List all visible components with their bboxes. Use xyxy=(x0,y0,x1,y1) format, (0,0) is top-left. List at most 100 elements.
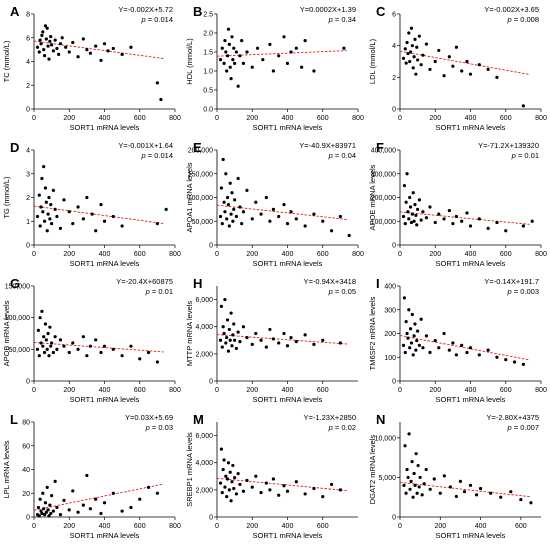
data-point xyxy=(259,338,263,342)
data-point xyxy=(67,50,71,54)
x-tick-label: 800 xyxy=(535,251,547,258)
data-point xyxy=(495,220,499,225)
y-axis-label: SREBP1 mRNA levels xyxy=(185,432,194,507)
data-point xyxy=(415,223,419,227)
data-point xyxy=(271,337,275,341)
x-tick-label: 0 xyxy=(32,523,36,530)
regression-line xyxy=(399,211,530,225)
y-tick-label: 80 xyxy=(22,420,30,427)
data-point xyxy=(224,341,228,345)
data-point xyxy=(111,214,115,219)
data-point xyxy=(37,50,41,54)
data-point xyxy=(94,44,98,48)
data-point xyxy=(416,463,420,468)
data-point xyxy=(437,212,441,216)
y-tick-label: 200 xyxy=(384,331,396,338)
data-point xyxy=(433,220,437,225)
p-value-text: p = 0.003 xyxy=(507,287,540,296)
data-point xyxy=(43,322,48,326)
data-point xyxy=(238,205,242,209)
y-tick-label: 100,000 xyxy=(188,195,213,202)
p-value: = 0.01 xyxy=(516,151,539,160)
data-point xyxy=(407,432,411,436)
x-tick-label: 0 xyxy=(398,523,402,530)
data-point xyxy=(35,214,40,219)
x-tick-label: 800 xyxy=(352,251,364,258)
data-point xyxy=(521,224,525,228)
y-tick-label: 2 xyxy=(392,75,396,82)
data-point xyxy=(45,26,49,30)
y-tick-label: 8 xyxy=(26,12,30,19)
panel-letter: N xyxy=(376,412,385,427)
y-axis-label: APOE mRNA levels xyxy=(368,164,377,230)
data-point xyxy=(45,229,49,233)
data-point xyxy=(55,347,59,351)
data-point xyxy=(67,210,71,214)
data-point xyxy=(234,214,238,219)
p-value: = 0.34 xyxy=(333,15,356,24)
data-point xyxy=(405,40,409,45)
data-point xyxy=(88,507,92,511)
data-point xyxy=(233,338,237,342)
data-point xyxy=(451,341,455,345)
data-point xyxy=(294,217,298,221)
data-point xyxy=(271,69,275,73)
data-point xyxy=(44,200,48,204)
data-point xyxy=(48,217,52,221)
data-point xyxy=(405,172,409,176)
data-point xyxy=(241,489,246,493)
p-symbol: p xyxy=(328,287,333,296)
data-point xyxy=(226,203,231,207)
x-tick-label: 600 xyxy=(500,387,512,394)
data-point xyxy=(454,45,458,49)
panel-n: N 0 5,000 10,000 0 200 400 600 SORT1 mRNA levels… xyxy=(368,412,541,540)
data-point xyxy=(468,224,473,228)
data-point xyxy=(448,485,452,489)
data-point xyxy=(223,210,227,214)
regression-equation: Y=-2.80X+4375 xyxy=(486,413,539,422)
data-point xyxy=(120,224,124,228)
data-point xyxy=(408,195,412,200)
data-point xyxy=(41,30,45,34)
data-point xyxy=(268,488,272,492)
data-point xyxy=(277,54,281,58)
x-tick-label: 400 xyxy=(475,523,487,530)
x-tick-label: 400 xyxy=(465,115,477,122)
p-symbol: p xyxy=(145,423,150,432)
data-point xyxy=(218,214,223,219)
data-point xyxy=(76,205,80,209)
data-point xyxy=(44,37,48,41)
data-point xyxy=(405,331,409,336)
data-point xyxy=(220,345,224,349)
x-axis-label: SORT1 mRNA levels xyxy=(70,395,140,404)
data-point xyxy=(303,224,307,228)
panel-d: D 0 1 2 3 4 0 200 400 600 800 SORT1 mRNA levels TG (… xyxy=(2,140,181,268)
data-point xyxy=(447,55,451,59)
data-point xyxy=(42,507,46,511)
data-point xyxy=(442,74,446,78)
data-point xyxy=(338,341,342,345)
data-point xyxy=(221,157,225,162)
data-point xyxy=(229,77,233,81)
panel-i: I 0 100 200 300 400 0 200 400 600 800 SORT1 mRNA le… xyxy=(368,276,547,404)
data-point xyxy=(338,488,342,492)
regression-line xyxy=(399,481,530,498)
data-point xyxy=(404,200,408,204)
data-point xyxy=(254,200,258,204)
y-axis-label: TG (mmol/L) xyxy=(2,176,11,219)
data-point xyxy=(410,44,414,48)
x-tick-label: 400 xyxy=(282,387,294,394)
data-point xyxy=(414,348,418,352)
data-point xyxy=(99,58,103,62)
data-point xyxy=(227,42,231,47)
p-value: = 0.014 xyxy=(146,15,173,24)
y-tick-label: 40 xyxy=(22,467,30,474)
y-tick-label: 150,000 xyxy=(188,171,213,178)
y-axis-label: APOB mRNA levels xyxy=(2,300,11,366)
regression-line xyxy=(399,50,530,75)
data-point xyxy=(40,176,44,181)
data-point xyxy=(460,343,464,347)
data-point xyxy=(227,488,231,492)
data-point xyxy=(408,59,412,64)
